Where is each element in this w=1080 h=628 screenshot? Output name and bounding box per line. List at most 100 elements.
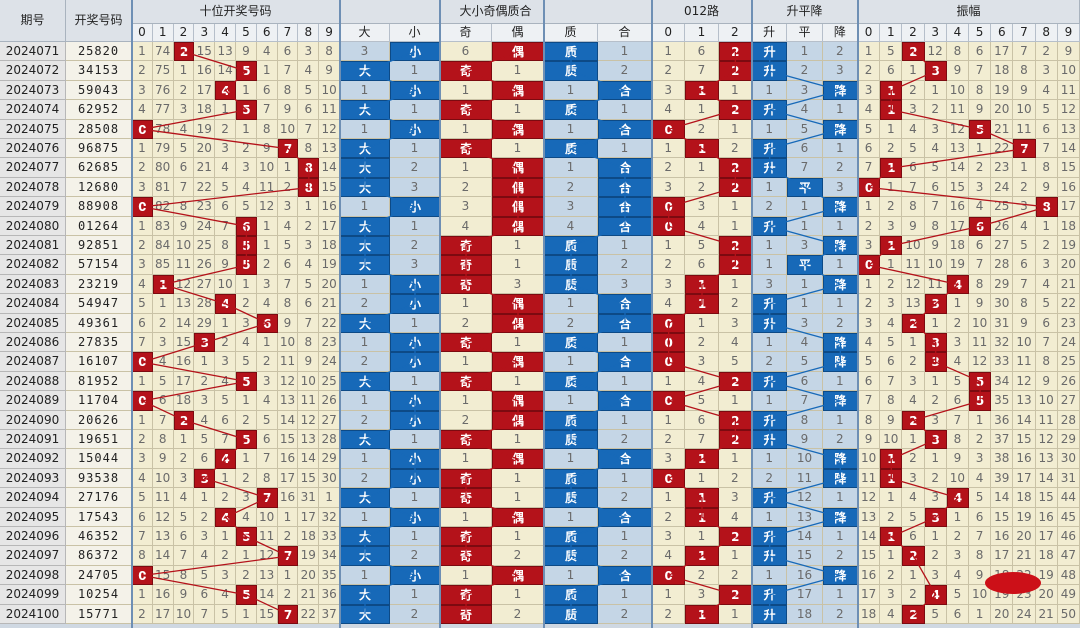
amp-miss-cell: 1 xyxy=(858,197,881,217)
bs-hit-cell: 大 xyxy=(340,100,390,120)
tr-miss-cell: 1 xyxy=(752,80,788,101)
amp-miss-cell: 31 xyxy=(1057,468,1080,489)
road-hit-cell: 1 xyxy=(685,604,719,624)
pc-miss-cell: 1 xyxy=(598,42,652,62)
tens-hit-cell: 8 xyxy=(298,158,320,178)
amp-miss-cell: 1 xyxy=(1035,216,1058,236)
pc-hit-cell: 合 xyxy=(598,449,652,469)
amp-subheader-8: 8 xyxy=(1035,24,1058,42)
amp-miss-cell: 1 xyxy=(880,119,903,139)
period-cell: 2024084 xyxy=(0,294,66,314)
period-cell: 2024100 xyxy=(0,604,66,624)
bs-miss-cell: 1 xyxy=(340,119,390,139)
amp-miss-cell: 1 xyxy=(902,61,925,81)
amp-hit-cell: 3 xyxy=(924,352,947,372)
amp-miss-cell: 1 xyxy=(946,294,969,314)
tens-miss-cell: 24 xyxy=(194,216,216,236)
draw-number-cell: 17543 xyxy=(66,507,132,527)
amp-miss-cell: 10 xyxy=(1013,333,1036,353)
bs-hit-cell: 大 xyxy=(340,546,390,566)
tens-hit-cell: 7 xyxy=(277,139,299,159)
numbers-header[interactable]: 开奖号码 xyxy=(66,0,132,42)
tens-miss-cell: 3 xyxy=(298,42,320,62)
pc-miss-cell: 2 xyxy=(598,255,652,275)
period-header[interactable]: 期号 xyxy=(0,0,66,42)
draw-number-cell: 15771 xyxy=(66,604,132,624)
amp-miss-cell: 10 xyxy=(902,236,925,256)
oe-hit-cell: 偶 xyxy=(492,410,544,430)
amp-miss-cell: 8 xyxy=(1013,294,1036,314)
tens-miss-cell: 17 xyxy=(173,371,195,392)
amp-hit-cell: 1 xyxy=(880,158,903,178)
oe-hit-cell: 偶 xyxy=(492,565,544,586)
tens-miss-cell: 17 xyxy=(277,468,299,489)
amp-miss-cell: 1 xyxy=(880,546,903,566)
tens-header[interactable]: 十位开奖号码 xyxy=(132,0,340,24)
amp-miss-cell: 2 xyxy=(858,61,881,81)
tens-miss-cell: 10 xyxy=(256,158,278,178)
amp-miss-cell: 3 xyxy=(924,488,947,508)
tens-miss-cell: 3 xyxy=(194,391,216,411)
tr-miss-cell: 2 xyxy=(822,158,858,178)
tens-miss-cell: 1 xyxy=(194,488,216,508)
bs-miss-cell: 3 xyxy=(390,255,440,275)
amp-miss-cell: 8 xyxy=(858,410,881,430)
amp-miss-cell: 4 xyxy=(1013,216,1036,236)
amplitude-header[interactable]: 振幅 xyxy=(858,0,1080,24)
tens-miss-cell: 1 xyxy=(132,42,153,62)
draw-number-cell: 15044 xyxy=(66,449,132,469)
tr-miss-cell: 1 xyxy=(787,294,823,314)
tens-miss-cell: 15 xyxy=(277,430,299,450)
oe-hit-cell: 奇 xyxy=(440,139,492,159)
amp-miss-cell: 22 xyxy=(991,139,1014,159)
tens-miss-cell: 12 xyxy=(277,371,299,392)
tens-miss-cell: 1 xyxy=(256,236,278,256)
road-miss-cell: 2 xyxy=(685,177,719,198)
amp-miss-cell: 7 xyxy=(969,61,992,81)
bs-miss-cell: 1 xyxy=(390,585,440,605)
amp-miss-cell: 47 xyxy=(1057,546,1080,566)
tens-miss-cell: 5 xyxy=(215,604,236,624)
tens-miss-cell: 17 xyxy=(194,80,216,101)
tens-miss-cell: 2 xyxy=(277,585,299,605)
amp-miss-cell: 13 xyxy=(858,507,881,527)
amp-miss-cell: 5 xyxy=(924,604,947,624)
bs-miss-cell: 2 xyxy=(340,294,390,314)
period-cell: 2024086 xyxy=(0,333,66,353)
bs-hit-cell: 大 xyxy=(340,488,390,508)
pc-hit-cell: 质 xyxy=(544,604,598,624)
tens-miss-cell: 9 xyxy=(215,255,236,275)
amp-miss-cell: 16 xyxy=(1013,449,1036,469)
trend-header[interactable]: 升平降 xyxy=(752,0,858,24)
tens-hit-cell: 7 xyxy=(277,546,299,566)
bs-miss-cell: 1 xyxy=(390,61,440,81)
tens-miss-cell: 22 xyxy=(298,604,320,624)
road-miss-cell: 3 xyxy=(652,527,686,547)
amp-miss-cell: 6 xyxy=(1035,313,1058,333)
tr-miss-cell: 1 xyxy=(752,119,788,139)
amp-miss-cell: 1 xyxy=(880,488,903,508)
tens-miss-cell: 3 xyxy=(173,100,195,120)
tens-miss-cell: 1 xyxy=(256,61,278,81)
amp-miss-cell: 1 xyxy=(880,177,903,198)
amp-miss-cell: 4 xyxy=(1035,274,1058,295)
amp-miss-cell: 5 xyxy=(858,352,881,372)
amp-miss-cell: 4 xyxy=(1035,80,1058,101)
amp-miss-cell: 23 xyxy=(1057,313,1080,333)
tens-hit-cell: 4 xyxy=(215,449,236,469)
tens-miss-cell: 2 xyxy=(277,177,299,198)
road012-header[interactable]: 012路 xyxy=(652,0,752,24)
bigsmall-oddeven-primecomp-header[interactable]: 大小奇偶质合 xyxy=(340,0,652,24)
draw-number-cell: 46352 xyxy=(66,527,132,547)
amp-miss-cell: 9 xyxy=(946,449,969,469)
amp-miss-cell: 2 xyxy=(924,546,947,566)
bs-miss-cell: 2 xyxy=(390,604,440,624)
pc-hit-cell: 质 xyxy=(544,488,598,508)
tens-miss-cell: 18 xyxy=(319,236,340,256)
tens-miss-cell: 33 xyxy=(319,527,340,547)
oe-hit-cell: 奇 xyxy=(440,236,492,256)
decorative-red-blob xyxy=(985,572,1041,594)
oe-hit-cell: 偶 xyxy=(492,119,544,139)
tens-miss-cell: 20 xyxy=(298,565,320,586)
tens-miss-cell: 4 xyxy=(256,294,278,314)
